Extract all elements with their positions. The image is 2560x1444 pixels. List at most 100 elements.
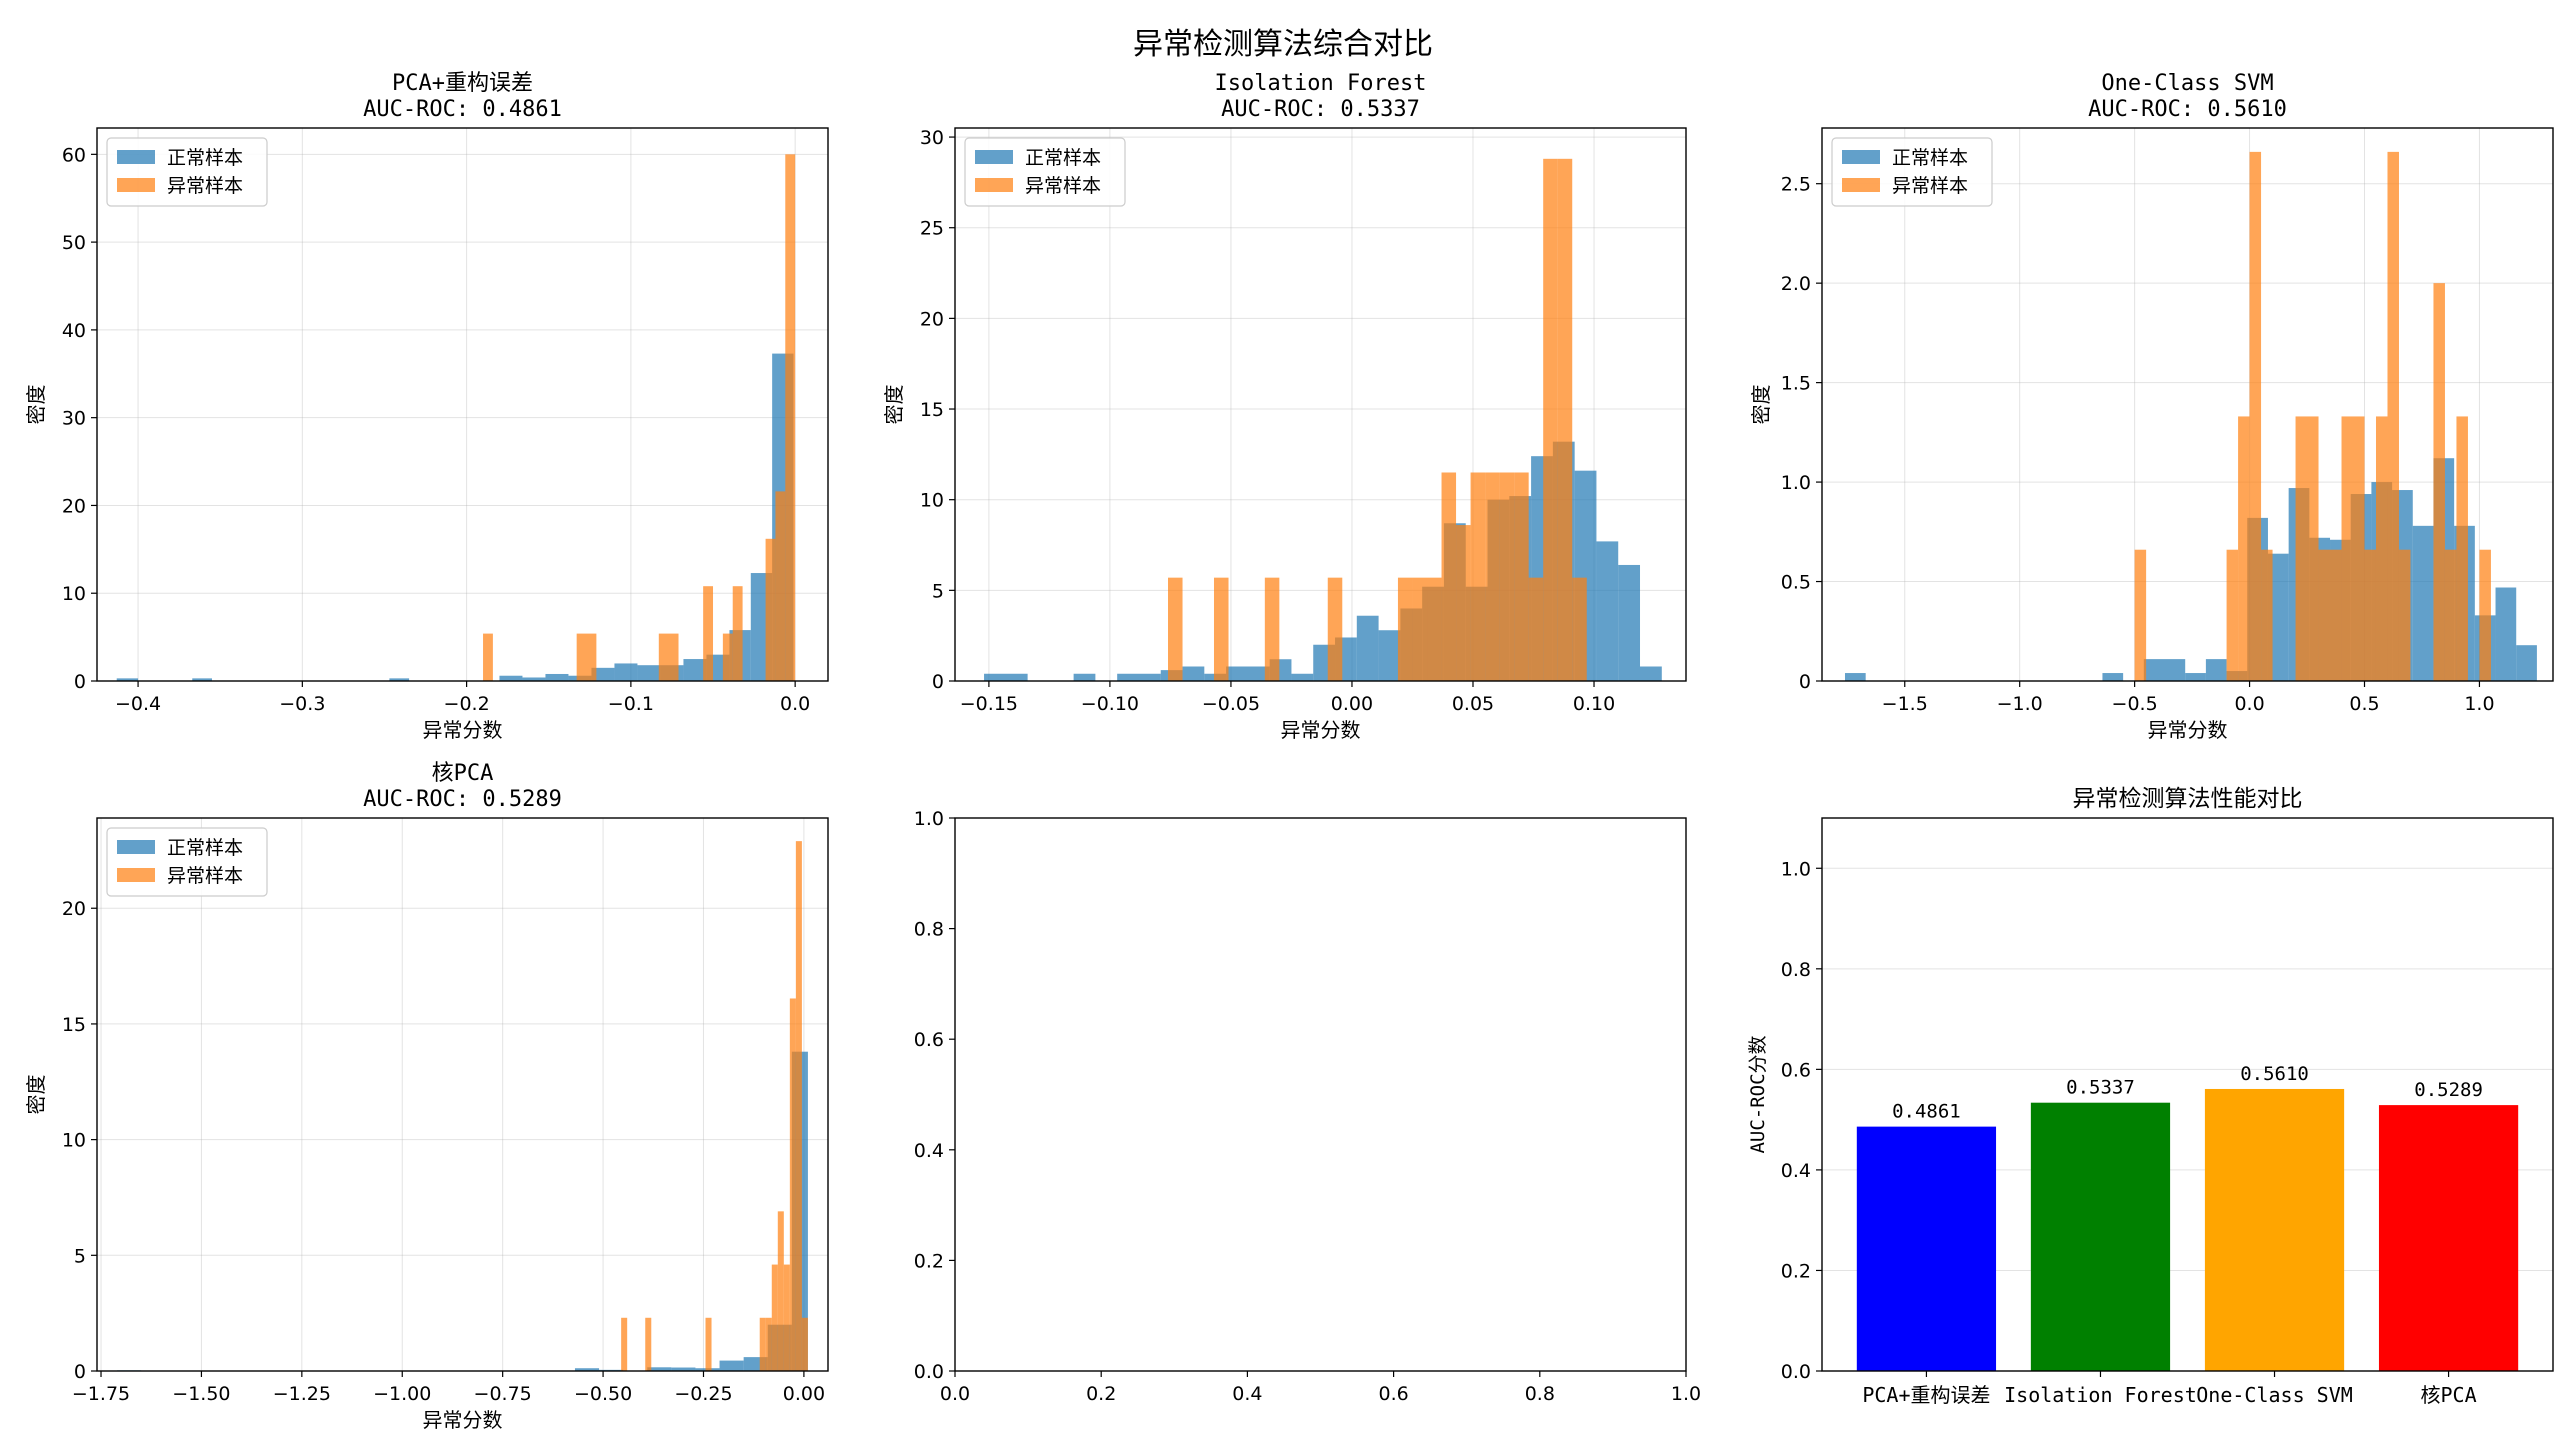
x-axis-label: 异常分数 (423, 718, 503, 742)
legend-swatch-normal (117, 840, 155, 854)
y-axis-label: 密度 (1749, 385, 1773, 425)
bar-3 (2204, 1088, 2345, 1371)
x-tick-label: −1.5 (1882, 693, 1928, 715)
anomaly-bar (658, 633, 679, 681)
normal-bar (522, 677, 546, 681)
anomaly-bar (1264, 577, 1280, 681)
anomaly-bar (2456, 416, 2468, 681)
y-tick-label: 40 (62, 320, 86, 342)
axes-frame (1821, 817, 2554, 1372)
anomaly-bar (1485, 472, 1500, 681)
y-tick-label: 0.0 (914, 1361, 944, 1383)
x-tick-label: −0.25 (674, 1383, 732, 1405)
x-tick-label: One-Class SVM (2196, 1383, 2353, 1407)
x-tick-label: 1.0 (2464, 693, 2494, 715)
normal-bar (984, 673, 1028, 681)
anomaly-bar (1528, 577, 1544, 681)
normal-bar (1226, 666, 1270, 681)
normal-bar (2143, 659, 2186, 681)
bar-4 (2378, 1105, 2519, 1371)
x-tick-label: −0.4 (115, 693, 161, 715)
x-axis-label: 异常分数 (2148, 718, 2228, 742)
axes-frame (96, 127, 829, 682)
normal-bar (389, 678, 410, 681)
y-axis-label: 密度 (24, 385, 48, 425)
x-tick-label: 1.0 (1671, 1383, 1701, 1405)
y-tick-label: 1.0 (1781, 858, 1811, 880)
x-tick-label: −0.15 (960, 693, 1018, 715)
x-tick-label: 0.2 (1086, 1383, 1116, 1405)
y-tick-label: 2.0 (1781, 273, 1811, 295)
y-tick-label: 1.0 (1781, 472, 1811, 494)
normal-bar (574, 1368, 600, 1371)
anomaly-bar (621, 1317, 628, 1371)
legend-swatch-normal (1842, 150, 1880, 164)
x-tick-label: −0.5 (2112, 693, 2158, 715)
subplot-subtitle: AUC-ROC: 0.5610 (2088, 97, 2287, 122)
x-tick-label: −0.05 (1202, 693, 1260, 715)
normal-bar (647, 1367, 672, 1371)
anomaly-bar (2364, 549, 2376, 681)
normal-bar (2267, 553, 2289, 681)
legend-swatch-anomaly (117, 868, 155, 882)
axes-frame (96, 817, 829, 1372)
anomaly-bar (703, 586, 714, 681)
y-tick-label: 10 (62, 1130, 86, 1152)
normal-bar (1844, 673, 1866, 681)
anomaly-bar (2295, 416, 2319, 681)
normal-bar (2495, 587, 2517, 681)
x-tick-label: PCA+重构误差 (1862, 1383, 1990, 1407)
legend-label-anomaly: 异常样本 (1892, 175, 1968, 197)
x-tick-label: −1.25 (273, 1383, 331, 1405)
anomaly-bar (1412, 577, 1428, 681)
x-tick-label: 0.8 (1525, 1383, 1555, 1405)
x-tick-label: 0.0 (2234, 693, 2264, 715)
anomaly-bar (789, 998, 796, 1371)
normal-bar (2516, 645, 2537, 681)
subplot-title: 异常检测算法性能对比 (2073, 786, 2303, 812)
normal-bar (545, 673, 569, 681)
x-tick-label: −1.0 (1997, 693, 2043, 715)
y-tick-label: 30 (920, 127, 944, 149)
y-tick-label: 15 (920, 399, 944, 421)
anomaly-bar (2249, 151, 2262, 682)
y-tick-label: 0 (932, 671, 944, 693)
y-tick-label: 10 (920, 490, 944, 512)
legend-swatch-anomaly (1842, 178, 1880, 192)
y-tick-label: 0 (74, 1361, 86, 1383)
normal-bar (2185, 673, 2206, 681)
legend-label-anomaly: 异常样本 (167, 865, 243, 887)
x-tick-label: 0.0 (780, 693, 810, 715)
normal-bar (2102, 673, 2124, 681)
x-tick-label: −0.3 (279, 693, 325, 715)
subplot-title: PCA+重构误差 (392, 71, 533, 96)
anomaly-bar (1168, 577, 1183, 681)
axes-frame (1821, 127, 2554, 682)
x-tick-label: −0.75 (474, 1383, 532, 1405)
anomaly-bar (2479, 549, 2491, 681)
anomaly-bar (1557, 158, 1573, 682)
anomaly-bar (765, 1317, 772, 1371)
x-tick-label: −0.10 (1081, 693, 1139, 715)
normal-bar (614, 663, 638, 681)
anomaly-bar (2444, 549, 2457, 681)
subplot-subtitle: AUC-ROC: 0.5337 (1221, 97, 1420, 122)
y-tick-label: 1.0 (914, 808, 944, 830)
anomaly-bar (777, 1211, 784, 1371)
anomaly-bar (775, 491, 786, 681)
y-tick-label: 20 (62, 898, 86, 920)
subplot-1: −0.4 −0.3 −0.2 −0.1 0.0 0 10 20 30 40 50 60 PCA+重构误差… (24, 71, 829, 742)
normal-bar (1291, 673, 1314, 681)
x-tick-label: 0.00 (1331, 693, 1373, 715)
normal-bar (1356, 615, 1379, 681)
subplot-subtitle: AUC-ROC: 0.4861 (363, 97, 562, 122)
subplot-4: −1.75 −1.50 −1.25 −1.00 −0.75 −0.50 −0.25 0.00 0… (24, 761, 829, 1432)
x-tick-label: 0.5 (2349, 693, 2379, 715)
normal-bar (637, 665, 661, 681)
normal-bar (192, 678, 212, 681)
y-tick-label: 0 (74, 671, 86, 693)
legend-label-normal: 正常样本 (167, 147, 243, 169)
axes-frame (954, 127, 1687, 682)
